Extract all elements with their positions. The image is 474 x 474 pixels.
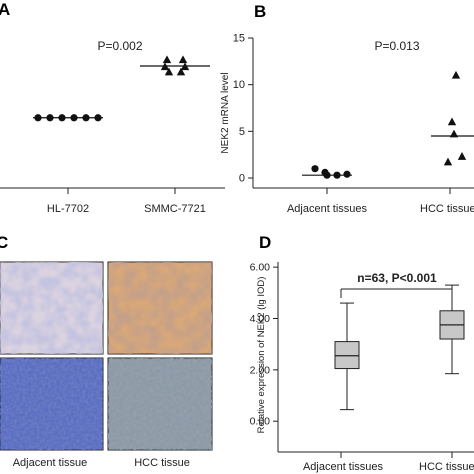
y-tick-label: 5	[239, 126, 245, 138]
panel-a-category-label-1: HL-7702	[47, 203, 89, 215]
data-point	[333, 171, 341, 179]
panel-letter-c: C	[0, 233, 8, 252]
data-point	[457, 152, 467, 160]
y-tick-label: 0	[239, 173, 245, 185]
data-point	[323, 171, 331, 179]
panel-d-y-label: Relative expression of NEK2 (lg IOD)	[256, 277, 267, 434]
data-point	[162, 55, 172, 64]
data-point	[58, 114, 66, 122]
panel-b-category-label-2: HCC tissue	[420, 203, 474, 215]
micrograph-label-hcc: HCC tissue	[134, 457, 190, 469]
data-point	[176, 67, 186, 76]
y-tick-label: 15	[233, 33, 245, 45]
panel-d-category-label-2: HCC tissue	[419, 461, 474, 473]
panel-a-scatter: HL-7702 SMMC-7721 P=0.002	[0, 39, 225, 215]
micrograph-adjacent-ihc-texture	[0, 262, 103, 354]
data-point	[46, 114, 54, 122]
panel-letter-b: B	[254, 2, 266, 21]
data-point	[82, 114, 90, 122]
panel-letter-d: D	[259, 233, 271, 252]
y-tick-label: 10	[233, 79, 245, 91]
data-point	[343, 170, 351, 178]
panel-b-p-value: P=0.013	[374, 39, 419, 53]
panel-b-y-label: NEK2 mRNA level	[220, 72, 231, 153]
y-tick-label: 6.00	[250, 262, 271, 274]
micrograph-label-adjacent: Adjacent tissue	[13, 457, 88, 469]
data-point	[180, 62, 190, 71]
panel-a-category-label-2: SMMC-7721	[144, 203, 206, 215]
data-point	[451, 70, 461, 79]
micrograph-adjacent-stain-texture	[0, 358, 103, 450]
panel-letter-a: A	[0, 0, 10, 19]
data-point	[94, 114, 102, 122]
panel-c-micrographs: Adjacent tissue HCC tissue	[0, 261, 213, 469]
y-tick-label: 2.00	[250, 364, 271, 376]
panel-a-p-value: P=0.002	[97, 39, 142, 53]
micrograph-hcc-stain-texture	[108, 358, 212, 450]
data-point	[178, 55, 188, 64]
y-tick-label: 0.00	[250, 416, 271, 428]
data-point	[164, 67, 174, 76]
data-point	[311, 165, 319, 173]
panel-b-category-label-1: Adjacent tissues	[287, 203, 368, 215]
panel-b-scatter: Adjacent tissues HCC tissue NEK2 mRNA le…	[220, 33, 474, 215]
data-point	[443, 157, 453, 166]
data-point	[34, 114, 42, 122]
data-point	[160, 62, 170, 71]
panel-d-category-label-1: Adjacent tissues	[303, 461, 384, 473]
y-tick-label: 4.00	[250, 313, 271, 325]
data-point	[447, 117, 457, 126]
panel-d-boxplot: Adjacent tissues HCC tissue Relative exp…	[250, 262, 474, 473]
data-point	[70, 114, 78, 122]
micrograph-hcc-ihc-texture	[108, 262, 212, 354]
panel-d-annotation: n=63, P<0.001	[357, 271, 437, 285]
data-point	[449, 129, 459, 138]
